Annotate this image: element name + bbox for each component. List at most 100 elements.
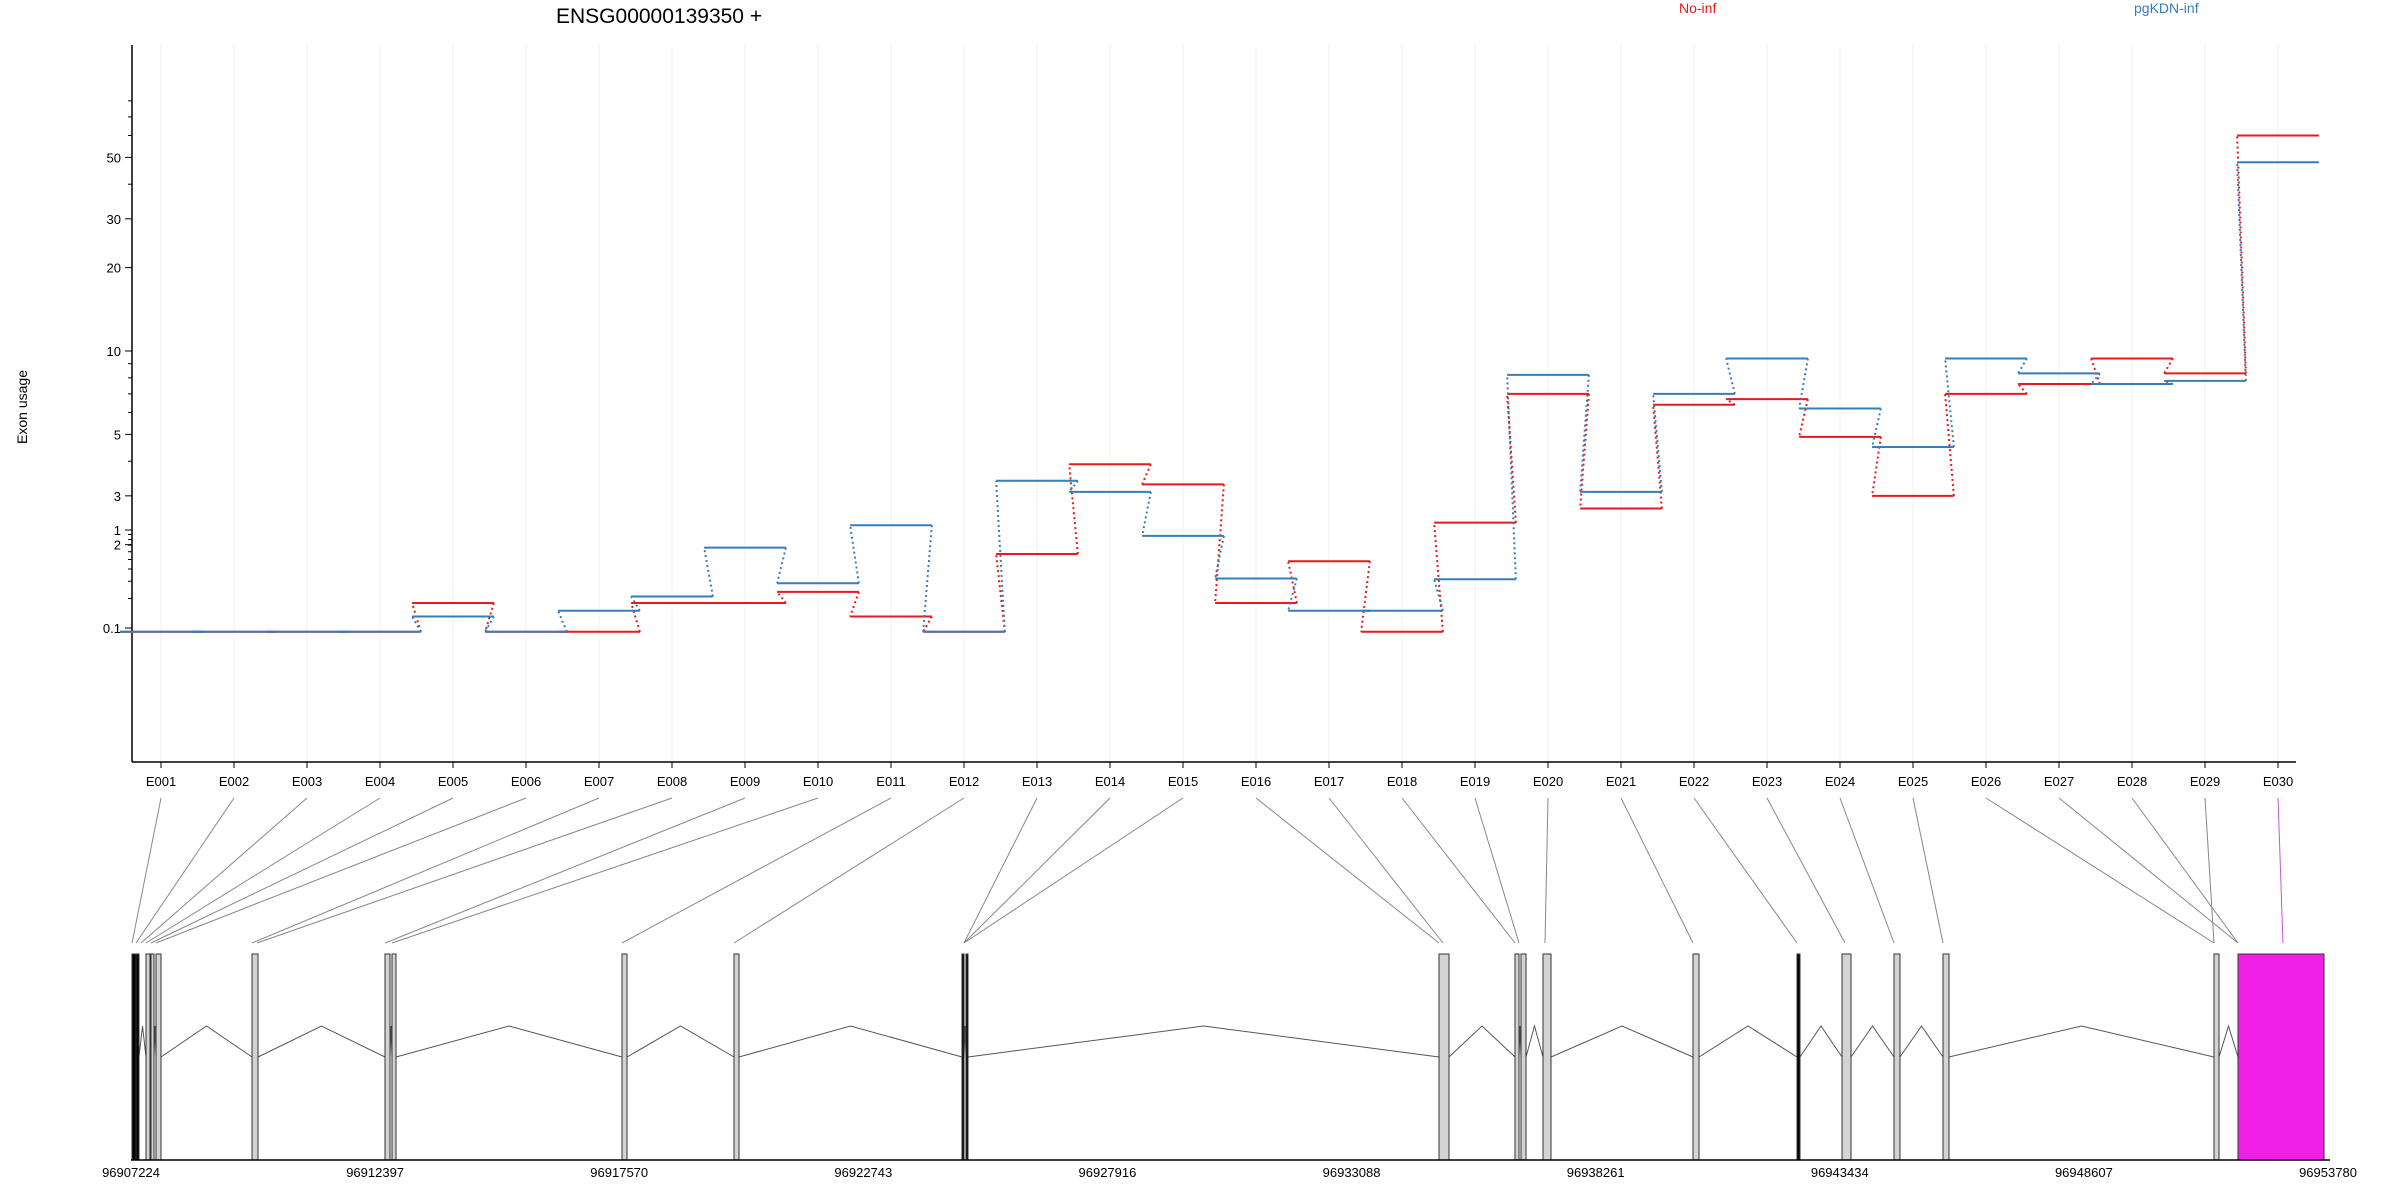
exon-connectors [131, 797, 2284, 944]
series-1-transition [1725, 398, 1736, 406]
exon-connector [1328, 797, 1444, 944]
x-tick-label: E026 [1971, 774, 2001, 789]
x-tick-label: E024 [1825, 774, 1855, 789]
series-2-transition [2017, 357, 2028, 374]
exon-block [1438, 953, 1450, 1161]
series-1-transition [2017, 383, 2028, 395]
x-tick-label: E006 [511, 774, 541, 789]
exon-block [1942, 953, 1950, 1161]
series-2-transition [1141, 491, 1152, 537]
series-1-transition [2090, 358, 2101, 385]
exon-connector [2058, 797, 2239, 944]
x-tick-label: E018 [1387, 774, 1417, 789]
intron-line [1948, 1025, 2215, 1058]
exon-connector [1693, 797, 1798, 944]
series-2-transition [703, 547, 714, 597]
exon-connector [135, 797, 235, 944]
y-tick-label: 30 [107, 212, 121, 227]
intron-line [1525, 1024, 1544, 1058]
series-layer [120, 134, 2319, 633]
y-tick-label: 5 [114, 427, 121, 442]
exon-connector [1474, 797, 1520, 944]
series-2-transition [995, 480, 1006, 632]
legend-item-series-2: pgKDN-inf [2134, 0, 2199, 16]
series-2-transition [1287, 578, 1298, 612]
y-tick-label: 3 [114, 489, 121, 504]
series-2-transition [849, 525, 860, 584]
y-tick-label: 10 [107, 344, 121, 359]
series-1-transition [1506, 393, 1517, 523]
intron-line [138, 1025, 147, 1058]
x-tick-label: E022 [1679, 774, 1709, 789]
exon-connector [150, 797, 454, 944]
exon-block [155, 953, 162, 1161]
series-2-transition [1871, 408, 1882, 448]
x-tick-label: E008 [657, 774, 687, 789]
x-tick-label: E016 [1241, 774, 1271, 789]
series-1-transition [1287, 561, 1298, 604]
series-1-transition [849, 591, 860, 617]
exon-block [251, 953, 259, 1161]
series-1-transition [630, 602, 641, 633]
exon-connector [131, 797, 162, 944]
exon-connector [2131, 797, 2239, 944]
x-tick-label: E003 [292, 774, 322, 789]
x-tick-label: E011 [876, 774, 905, 789]
coord-tick-label: 96917570 [590, 1165, 648, 1180]
coord-tick-label: 96953780 [2299, 1165, 2357, 1180]
coord-tick-label: 96943434 [1811, 1165, 1869, 1180]
series-2-transition [1214, 535, 1225, 579]
y-tick-label: 20 [107, 261, 121, 276]
x-tick-label: E028 [2117, 774, 2147, 789]
coord-tick-label: 96912397 [346, 1165, 404, 1180]
series-1-transition [776, 591, 787, 604]
coord-tick-label: 96948607 [2055, 1165, 2113, 1180]
intron-line [2218, 1024, 2239, 1058]
legend-item-series-1: No-inf [1679, 0, 1716, 16]
y-axis-label: Exon usage [14, 370, 30, 444]
x-tick-label: E029 [2190, 774, 2220, 789]
x-tick-label: E010 [803, 774, 833, 789]
exon-block [961, 953, 965, 1161]
y-tick-label: 50 [107, 150, 121, 165]
series-2-transition [1652, 393, 1663, 492]
series-1-transition [1579, 393, 1590, 509]
intron-line [1698, 1025, 1798, 1058]
series-1-transition [1360, 561, 1371, 632]
series-2-transition [2163, 379, 2174, 385]
exon-block [145, 953, 151, 1161]
exon-connector [256, 797, 673, 944]
series-1-transition [1433, 522, 1444, 632]
series-2-transition [1798, 358, 1809, 409]
series-2-transition [1433, 578, 1444, 612]
series-2-transition [2236, 162, 2247, 381]
exon-block [621, 953, 628, 1161]
exon-connector [963, 797, 1184, 944]
exon-block [384, 953, 391, 1161]
x-tick-label: E004 [365, 774, 395, 789]
exon-connector [140, 797, 308, 944]
series-2-transition [1506, 374, 1517, 580]
intron-line [626, 1025, 735, 1058]
series-1-transition [1944, 393, 1955, 496]
x-tick-label: E020 [1533, 774, 1563, 789]
genomic-coordinate-axis: 96907224 96912397 96917570 96922743 96927916… [102, 1159, 2357, 1180]
series-2-transition [776, 547, 787, 584]
x-tick-label: E021 [1606, 774, 1636, 789]
exon-connector [251, 797, 600, 944]
series-2-transition [2090, 372, 2101, 385]
series-2-transition [1725, 358, 1736, 395]
exon-connector [145, 797, 381, 944]
exon-block [391, 953, 397, 1161]
exon-connector [621, 797, 892, 944]
series-2-transition [411, 616, 422, 633]
intron-line [1448, 1025, 1516, 1058]
exon-connector [1985, 797, 2215, 944]
x-tick-label: E023 [1752, 774, 1782, 789]
series-2 [120, 161, 2319, 633]
exon-connector [963, 797, 1038, 944]
intron-line [160, 1025, 253, 1058]
exon-connector [1620, 797, 1694, 944]
exon-connector [155, 797, 527, 944]
intron-line [1799, 1025, 1843, 1058]
